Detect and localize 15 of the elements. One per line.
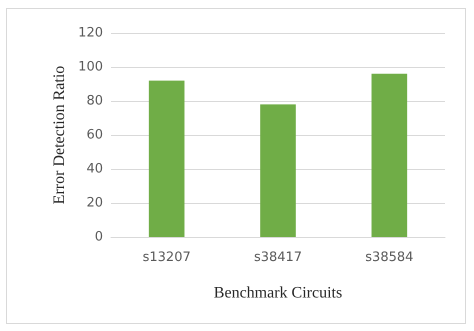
y-tick-label: 80 — [86, 94, 103, 108]
y-tick-label: 20 — [86, 196, 103, 210]
y-tick-label: 120 — [78, 26, 103, 40]
x-tick-label: s38417 — [254, 250, 302, 265]
y-tick-label: 60 — [86, 128, 103, 142]
y-tick-label: 40 — [86, 162, 103, 176]
bar — [148, 80, 184, 237]
y-axis-title: Error Detection Ratio — [50, 66, 68, 204]
x-tick-label: s38584 — [365, 250, 414, 265]
y-tick-label: 0 — [94, 230, 103, 244]
x-axis-title: Benchmark Circuits — [214, 284, 342, 302]
bar — [372, 74, 408, 237]
x-tick-label: s13207 — [142, 250, 191, 265]
y-tick-label: 100 — [78, 60, 103, 74]
bar — [260, 104, 296, 237]
